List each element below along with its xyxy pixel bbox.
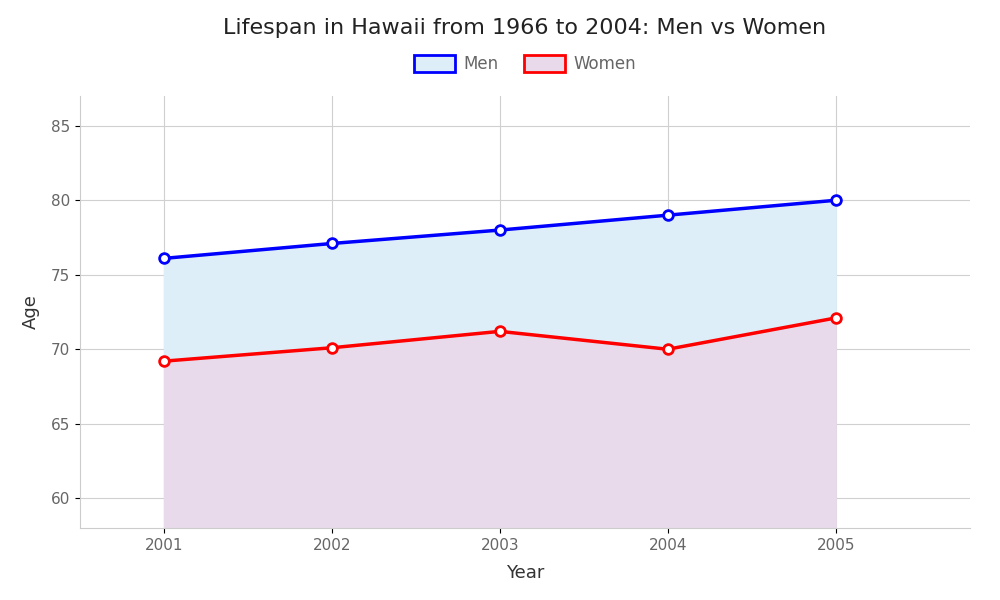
Legend: Men, Women: Men, Women <box>407 48 643 80</box>
X-axis label: Year: Year <box>506 564 544 582</box>
Title: Lifespan in Hawaii from 1966 to 2004: Men vs Women: Lifespan in Hawaii from 1966 to 2004: Me… <box>223 17 827 37</box>
Y-axis label: Age: Age <box>22 295 40 329</box>
